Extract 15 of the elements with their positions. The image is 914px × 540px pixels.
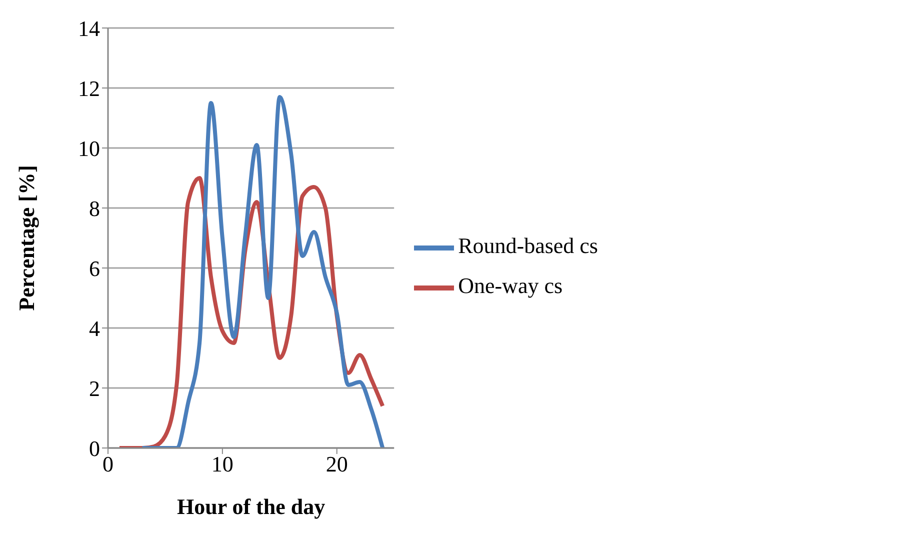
y-tick-label: 8	[89, 196, 100, 221]
y-tick-label: 12	[78, 76, 100, 101]
x-axis-title: Hour of the day	[176, 494, 326, 519]
y-tick-label: 0	[89, 436, 100, 461]
legend-label: Round-based cs	[458, 233, 598, 258]
y-tick-label: 2	[89, 376, 100, 401]
line-series	[140, 95, 385, 448]
x-tick-label: 20	[326, 452, 348, 477]
legend-label: One-way cs	[458, 273, 563, 298]
y-tick-label: 6	[89, 256, 100, 281]
y-tick-label: 4	[89, 316, 100, 341]
y-tick-label: 10	[78, 136, 100, 161]
x-tick-label: 10	[211, 452, 234, 477]
y-axis-title: Percentage [%]	[14, 165, 39, 311]
y-tick-label: 14	[78, 16, 100, 41]
